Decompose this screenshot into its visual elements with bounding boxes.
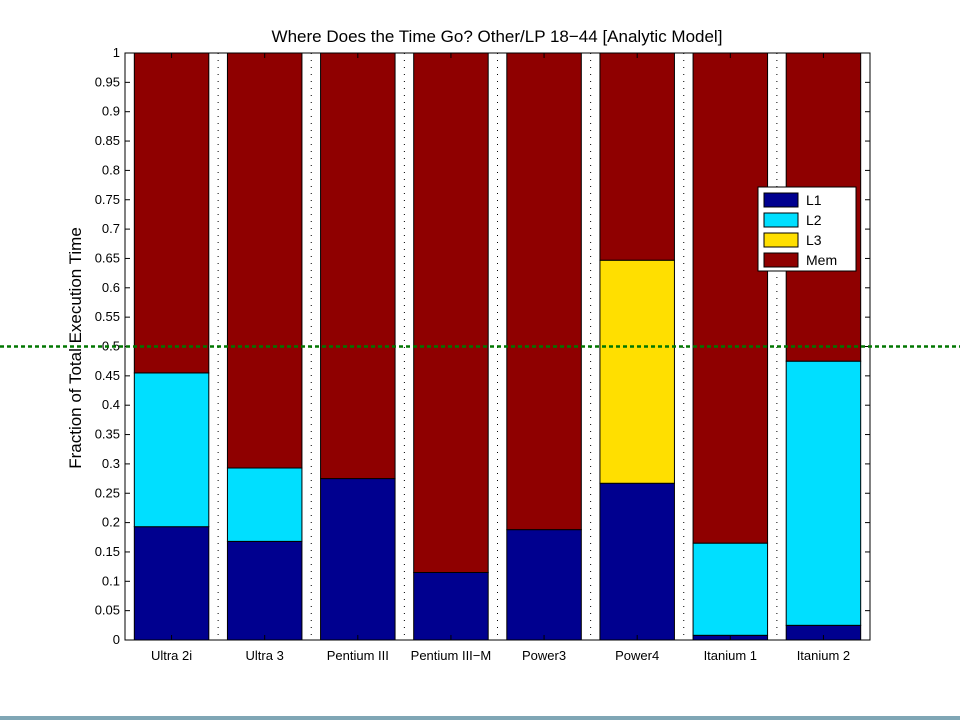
legend-swatch-l2 xyxy=(763,212,799,228)
y-tick-label-2: 0.1 xyxy=(102,573,120,588)
bar-l1-0 xyxy=(133,526,210,641)
bar-l2-6 xyxy=(692,542,769,636)
y-tick-label-0: 0 xyxy=(113,632,120,647)
x-tick-label-1: Ultra 3 xyxy=(246,648,284,663)
legend: L1 L2 L3 Mem xyxy=(757,186,857,272)
y-tick-label-15: 0.75 xyxy=(95,192,120,207)
bar-l2-0 xyxy=(133,372,210,528)
bar-l1-1 xyxy=(226,540,303,641)
y-tick-label-13: 0.65 xyxy=(95,250,120,265)
y-tick-label-12: 0.6 xyxy=(102,280,120,295)
bar-l3-5 xyxy=(599,259,675,484)
legend-swatch-mem xyxy=(763,252,799,268)
bar-mem-2 xyxy=(320,52,396,480)
y-tick-label-1: 0.05 xyxy=(95,603,120,618)
y-tick-label-18: 0.9 xyxy=(102,104,120,119)
legend-swatch-l3 xyxy=(763,232,799,248)
bar-l2-1 xyxy=(226,467,303,542)
y-tick-label-8: 0.4 xyxy=(102,397,120,412)
bar-mem-5 xyxy=(599,52,675,261)
legend-swatch-l1 xyxy=(763,192,799,208)
y-tick-label-11: 0.55 xyxy=(95,309,120,324)
y-tick-label-10: 0.5 xyxy=(102,339,120,354)
bar-l1-2 xyxy=(320,478,396,641)
x-tick-label-0: Ultra 2i xyxy=(151,648,192,663)
legend-label-l1: L1 xyxy=(806,192,822,208)
y-tick-label-7: 0.35 xyxy=(95,427,120,442)
bar-mem-4 xyxy=(506,52,582,531)
y-tick-label-3: 0.15 xyxy=(95,544,120,559)
y-tick-label-16: 0.8 xyxy=(102,162,120,177)
legend-label-l3: L3 xyxy=(806,232,822,248)
y-tick-label-20: 1 xyxy=(113,45,120,60)
bar-mem-1 xyxy=(226,52,303,469)
x-tick-label-7: Itanium 2 xyxy=(797,648,850,663)
bar-l1-4 xyxy=(506,529,582,641)
x-tick-label-6: Itanium 1 xyxy=(704,648,757,663)
bottom-border-strip xyxy=(0,716,960,720)
legend-label-mem: Mem xyxy=(806,252,837,268)
x-tick-label-3: Pentium III−M xyxy=(411,648,492,663)
y-tick-label-4: 0.2 xyxy=(102,515,120,530)
y-axis-ticks: 0 0.05 0.1 0.15 0.2 0.25 0.3 0.35 0.4 0.45 0.5 0.55… xyxy=(95,45,870,647)
y-tick-label-6: 0.3 xyxy=(102,456,120,471)
x-axis-ticks: Ultra 2i Ultra 3 Pentium III Pentium III−M P… xyxy=(151,53,850,663)
bar-l2-7 xyxy=(785,360,862,626)
bar-mem-3 xyxy=(413,52,489,573)
legend-label-l2: L2 xyxy=(806,212,822,228)
chart-title: Where Does the Time Go? Other/LP 18−44 [… xyxy=(272,27,723,46)
y-tick-label-17: 0.85 xyxy=(95,133,120,148)
bar-mem-6 xyxy=(692,52,769,544)
y-tick-label-14: 0.7 xyxy=(102,221,120,236)
bar-l1-5 xyxy=(599,482,675,641)
bar-mem-0 xyxy=(133,52,210,374)
x-tick-label-4: Power3 xyxy=(522,648,566,663)
y-tick-label-9: 0.45 xyxy=(95,368,120,383)
x-tick-label-2: Pentium III xyxy=(327,648,389,663)
x-tick-label-5: Power4 xyxy=(615,648,659,663)
y-tick-label-5: 0.25 xyxy=(95,485,120,500)
y-axis-label: Fraction of Total Execution Time xyxy=(66,227,85,469)
bars xyxy=(133,52,862,641)
bar-l1-3 xyxy=(413,571,489,641)
y-tick-label-19: 0.95 xyxy=(95,74,120,89)
